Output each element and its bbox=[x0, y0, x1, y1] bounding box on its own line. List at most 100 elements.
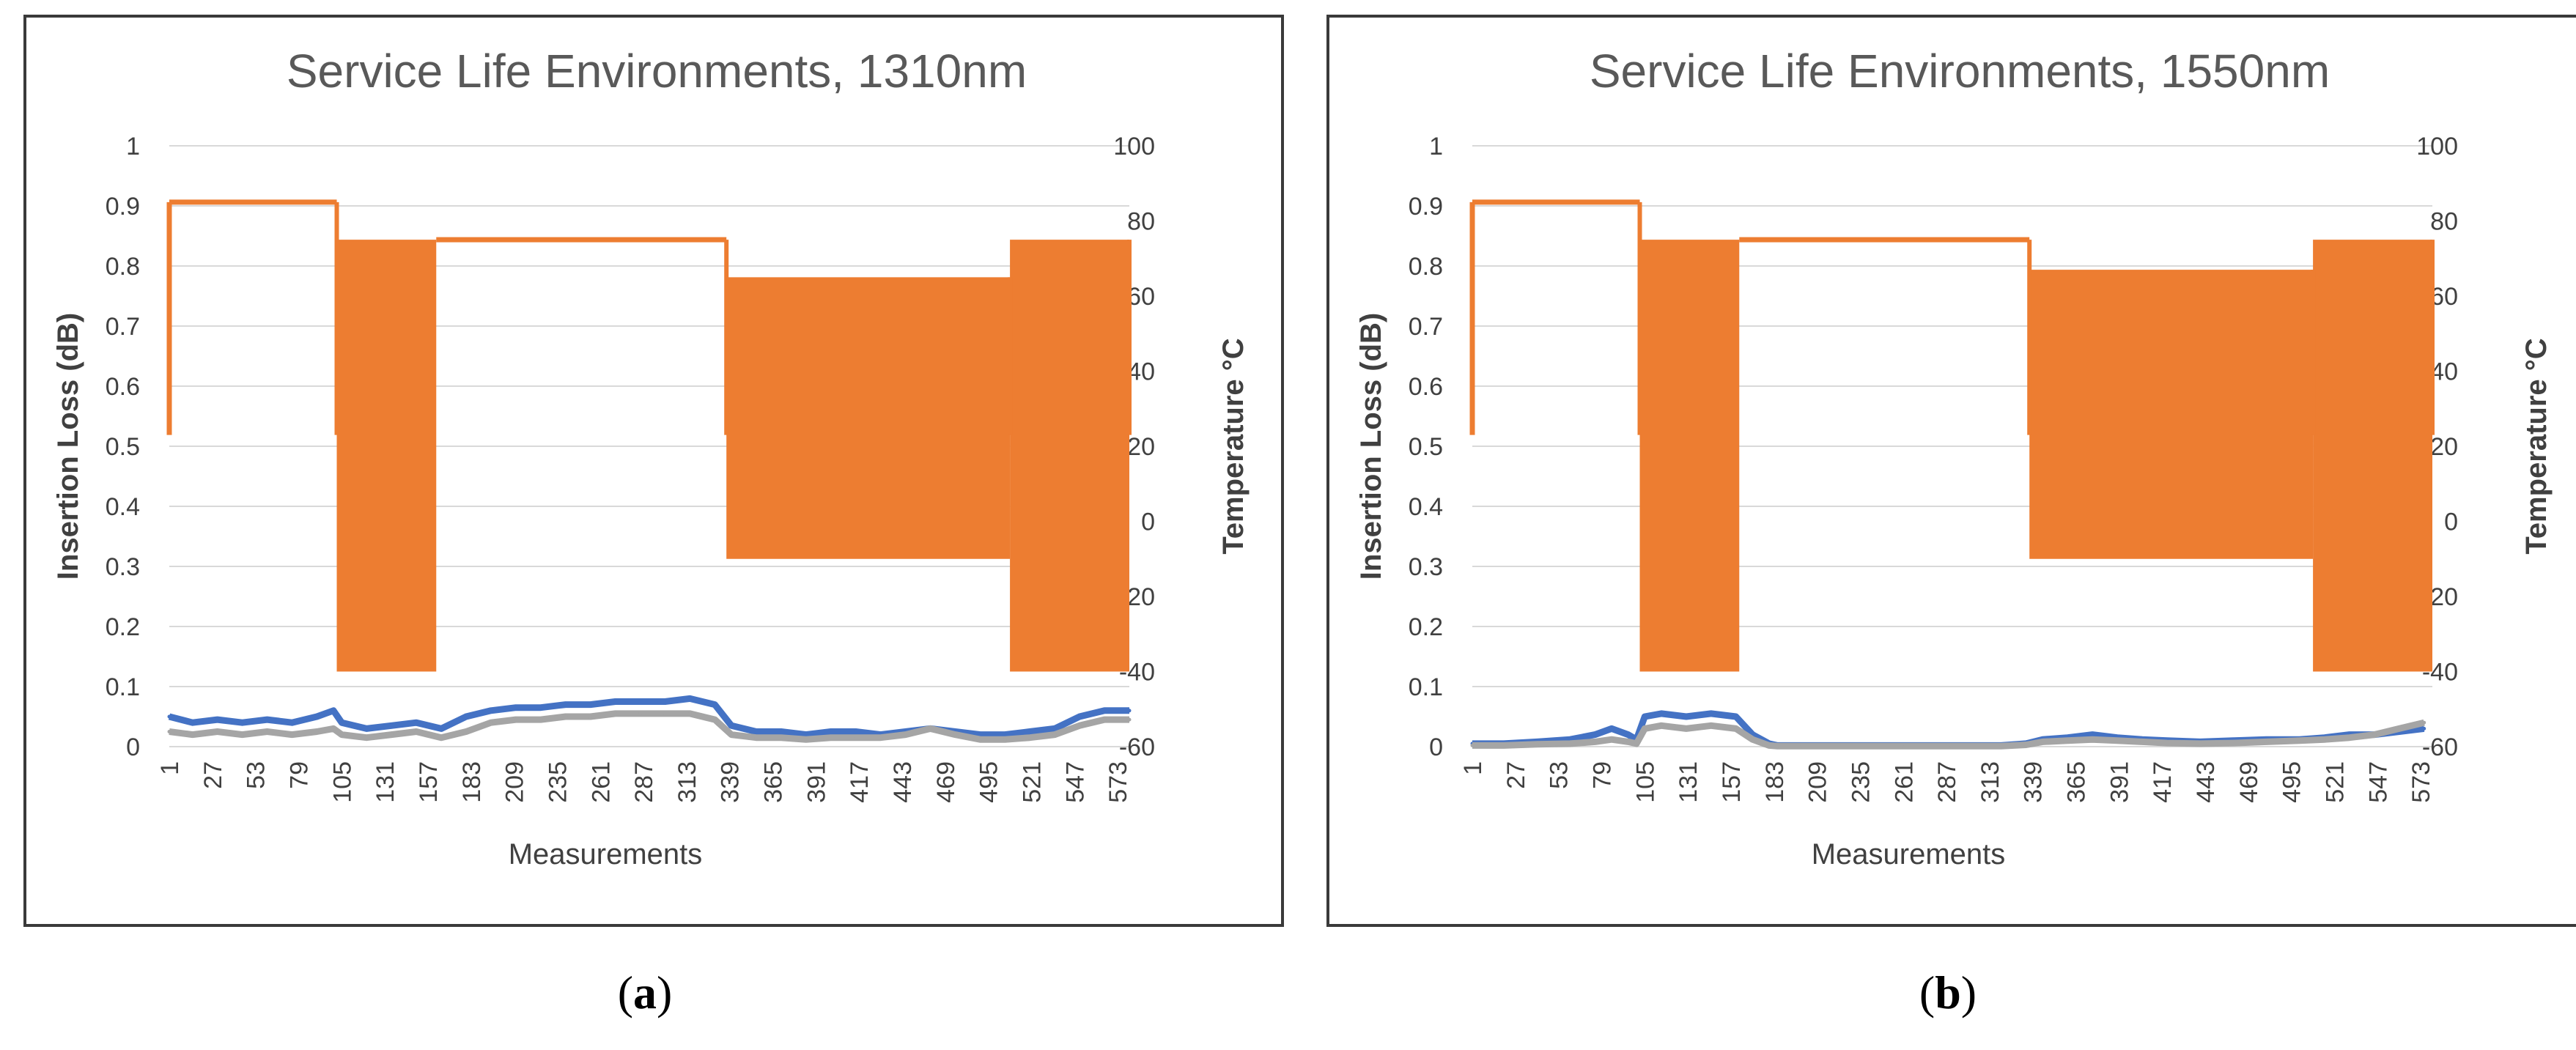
series-point bbox=[1470, 743, 1475, 747]
series-point bbox=[289, 733, 294, 737]
x-tick-label: 1 bbox=[156, 761, 184, 775]
series-point bbox=[1709, 723, 1713, 728]
series-point bbox=[464, 730, 468, 733]
series-point bbox=[1593, 733, 1597, 737]
x-tick-label: 469 bbox=[932, 761, 960, 803]
series-point bbox=[687, 696, 692, 700]
series-point bbox=[240, 720, 245, 725]
series-point bbox=[588, 703, 593, 707]
x-tick-label: 1 bbox=[1459, 761, 1487, 775]
x-tick-label: 521 bbox=[1019, 761, 1047, 803]
series-point bbox=[2065, 739, 2070, 743]
series-point bbox=[1609, 726, 1614, 731]
series-point bbox=[2090, 737, 2095, 742]
series-point bbox=[2422, 726, 2426, 731]
y-tick-label: 0.3 bbox=[106, 553, 140, 581]
series-point bbox=[663, 700, 667, 703]
x-tick-label: 313 bbox=[673, 761, 701, 803]
series-point bbox=[1609, 737, 1614, 742]
series-point bbox=[414, 730, 418, 733]
y2-tick-label: -60 bbox=[2422, 733, 2458, 761]
temperature-cycle-band bbox=[2029, 270, 2314, 559]
series-point bbox=[978, 733, 982, 737]
series-point bbox=[712, 717, 717, 722]
x-tick-label: 53 bbox=[1546, 761, 1573, 789]
temperature-cycle-band bbox=[2313, 240, 2432, 672]
x-tick-label: 261 bbox=[1890, 761, 1918, 803]
series-point bbox=[240, 733, 245, 737]
series-point bbox=[2165, 741, 2169, 745]
series-point bbox=[1642, 714, 1647, 719]
series-point bbox=[1850, 744, 1854, 748]
series-point bbox=[1734, 726, 1738, 731]
series-point bbox=[439, 736, 443, 740]
x-tick-label: 547 bbox=[1061, 761, 1089, 803]
y2-tick-label: 0 bbox=[1141, 509, 1155, 536]
y2-axis-label: Temperature °C bbox=[1217, 338, 1250, 554]
series-point bbox=[564, 703, 568, 707]
y-axis-label: Insertion Loss (dB) bbox=[52, 313, 84, 580]
series-point bbox=[564, 714, 568, 719]
series-point bbox=[1027, 730, 1032, 733]
y-tick-label: 0.5 bbox=[106, 433, 140, 461]
series-point bbox=[191, 733, 195, 737]
x-tick-label: 261 bbox=[587, 761, 615, 803]
series-point bbox=[539, 706, 543, 710]
y-tick-label: 0.4 bbox=[106, 493, 140, 521]
temperature-series bbox=[1469, 199, 2435, 672]
y-tick-label: 0.2 bbox=[1409, 613, 1443, 641]
caption-b: (b) bbox=[1919, 966, 1977, 1018]
series-point bbox=[191, 720, 195, 725]
series-point bbox=[804, 733, 808, 737]
series-point bbox=[1593, 739, 1597, 744]
series-point bbox=[1127, 709, 1132, 713]
series-point bbox=[1077, 714, 1082, 719]
x-tick-label: 495 bbox=[2278, 761, 2306, 803]
x-tick-label: 105 bbox=[1631, 761, 1659, 803]
y-tick-label: 0.8 bbox=[106, 253, 140, 281]
series-point bbox=[2265, 739, 2269, 744]
series-point bbox=[1634, 742, 1639, 746]
series-point bbox=[638, 711, 643, 716]
x-tick-label: 573 bbox=[2407, 761, 2435, 803]
series-point bbox=[389, 723, 394, 728]
series-point bbox=[854, 730, 858, 733]
x-tick-label: 365 bbox=[760, 761, 788, 803]
temperature-cycle-band bbox=[726, 277, 1011, 559]
series-point bbox=[314, 714, 319, 719]
y2-axis-label: Temperature °C bbox=[2520, 338, 2553, 554]
insertion-loss-series-2 bbox=[1470, 719, 2426, 750]
series-point bbox=[2024, 743, 2029, 747]
series-point bbox=[754, 736, 759, 740]
x-tick-label: 53 bbox=[243, 761, 270, 789]
y-tick-label: 1 bbox=[1429, 133, 1443, 160]
x-tick-label: 105 bbox=[328, 761, 356, 803]
x-tick-label: 27 bbox=[199, 761, 227, 789]
series-point bbox=[712, 703, 717, 707]
series-point bbox=[1949, 744, 1954, 748]
x-tick-label: 131 bbox=[372, 761, 399, 803]
x-tick-label: 235 bbox=[544, 761, 572, 803]
x-tick-label: 495 bbox=[975, 761, 1003, 803]
temperature-cycle-band bbox=[1639, 240, 1740, 672]
series-point bbox=[1502, 743, 1506, 747]
series-point bbox=[167, 714, 171, 719]
series-point bbox=[215, 730, 220, 733]
y-tick-label: 0.6 bbox=[106, 373, 140, 401]
series-point bbox=[289, 720, 294, 725]
x-axis-label: Measurements bbox=[509, 838, 703, 870]
series-point bbox=[1900, 744, 1904, 748]
series-point bbox=[1642, 726, 1647, 731]
series-point bbox=[928, 726, 932, 731]
y2-tick-label: 40 bbox=[2430, 358, 2458, 386]
y-tick-label: 0.9 bbox=[106, 193, 140, 221]
series-point bbox=[854, 736, 858, 740]
y2-tick-label: 80 bbox=[1127, 208, 1155, 236]
series-point bbox=[729, 733, 734, 737]
chart-b: Service Life Environments, 1550nm 0 0.1 0.2… bbox=[1355, 45, 2553, 870]
y2-tick-label: 100 bbox=[2416, 133, 2458, 160]
x-tick-label: 287 bbox=[630, 761, 658, 803]
series-point bbox=[1568, 742, 1572, 746]
x-tick-label: 521 bbox=[2322, 761, 2350, 803]
series-point bbox=[729, 723, 734, 728]
